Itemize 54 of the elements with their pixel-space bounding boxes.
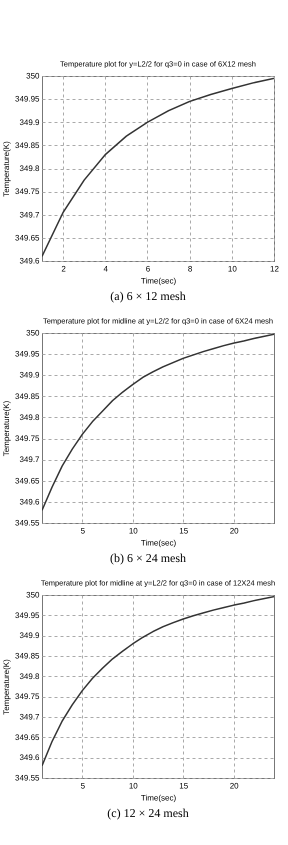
y-tick-label: 349.75 <box>15 187 40 196</box>
y-tick-label: 350 <box>26 590 40 600</box>
y-tick-label: 350 <box>26 72 40 80</box>
y-tick-label: 349.9 <box>19 370 40 380</box>
y-tick-label: 350 <box>26 328 40 338</box>
y-tick-label: 349.7 <box>19 210 40 220</box>
y-tick-label: 349.6 <box>19 753 40 762</box>
y-tick-label: 349.6 <box>19 256 40 266</box>
x-tick-label: 20 <box>230 526 240 536</box>
x-tick-label: 10 <box>128 782 138 790</box>
x-tick-label: 8 <box>188 264 193 274</box>
y-tick-label: 349.55 <box>15 774 40 782</box>
y-tick-label: 349.8 <box>19 164 40 173</box>
line-series <box>42 334 274 512</box>
y-axis-title: Temperature(K) <box>2 140 12 197</box>
y-axis-title: Temperature(K) <box>2 658 12 715</box>
y-tick-label: 349.65 <box>15 233 40 242</box>
x-tick-label: 15 <box>179 782 189 790</box>
y-tick-label: 349.75 <box>15 434 40 444</box>
line-series <box>42 596 274 767</box>
y-tick-label: 349.7 <box>19 455 40 464</box>
x-axis-title: Time(sec) <box>140 794 176 802</box>
y-tick-label: 349.95 <box>15 350 40 359</box>
x-tick-label: 12 <box>270 264 280 274</box>
y-tick-label: 349.85 <box>15 140 40 150</box>
y-axis-title: Temperature(K) <box>2 400 12 456</box>
x-tick-label: 5 <box>80 526 86 536</box>
x-tick-label: 2 <box>61 264 66 274</box>
y-tick-label: 349.95 <box>15 94 40 104</box>
text: (a) 6 × 12 mesh <box>110 289 186 303</box>
x-tick-label: 15 <box>179 526 189 536</box>
x-tick-label: 20 <box>230 782 240 790</box>
x-axis-title: Time(sec) <box>140 538 176 548</box>
x-tick-label: 6 <box>146 264 151 274</box>
y-tick-label: 349.8 <box>19 412 40 422</box>
y-tick-label: 349.75 <box>15 692 40 702</box>
y-tick-label: 349.9 <box>19 118 40 127</box>
y-tick-label: 349.6 <box>19 497 40 506</box>
x-tick-label: 10 <box>128 526 138 536</box>
y-tick-label: 349.9 <box>19 631 40 640</box>
y-tick-label: 349.55 <box>15 518 40 528</box>
x-tick-label: 4 <box>104 264 109 274</box>
y-tick-label: 349.85 <box>15 392 40 401</box>
x-axis-title: Time(sec) <box>140 276 176 286</box>
y-tick-label: 349.7 <box>19 712 40 722</box>
y-tick-label: 349.65 <box>15 732 40 742</box>
x-tick-label: 5 <box>80 782 86 790</box>
y-tick-label: 349.65 <box>15 476 40 486</box>
text: (c) 12 × 24 mesh <box>107 806 189 820</box>
y-tick-label: 349.8 <box>19 672 40 681</box>
text: (b) 6 × 24 mesh <box>110 551 186 565</box>
y-tick-label: 349.95 <box>15 610 40 620</box>
x-tick-label: 10 <box>228 264 238 274</box>
y-tick-label: 349.85 <box>15 652 40 660</box>
